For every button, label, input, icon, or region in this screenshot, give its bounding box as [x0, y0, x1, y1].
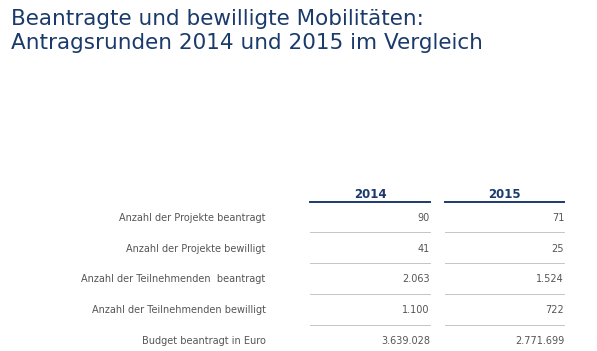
Text: Budget beantragt in Euro: Budget beantragt in Euro — [142, 336, 266, 346]
Text: Anzahl der Projekte bewilligt: Anzahl der Projekte bewilligt — [127, 244, 266, 253]
Text: 3.639.028: 3.639.028 — [381, 336, 430, 346]
Text: 2015: 2015 — [488, 188, 521, 201]
Text: 41: 41 — [417, 244, 430, 253]
Text: 90: 90 — [417, 213, 430, 223]
Text: 2014: 2014 — [354, 188, 386, 201]
Text: Beantragte und bewilligte Mobilitäten:
Antragsrunden 2014 und 2015 im Vergleich: Beantragte und bewilligte Mobilitäten: A… — [11, 9, 482, 53]
Text: 2.063: 2.063 — [402, 274, 430, 284]
Text: 1.524: 1.524 — [537, 274, 564, 284]
Text: Anzahl der Teilnehmenden bewilligt: Anzahl der Teilnehmenden bewilligt — [92, 305, 266, 315]
Text: 25: 25 — [552, 244, 564, 253]
Text: 2.771.699: 2.771.699 — [515, 336, 564, 346]
Text: Anzahl der Teilnehmenden  beantragt: Anzahl der Teilnehmenden beantragt — [81, 274, 266, 284]
Text: 722: 722 — [546, 305, 564, 315]
Text: Anzahl der Projekte beantragt: Anzahl der Projekte beantragt — [119, 213, 266, 223]
Text: 71: 71 — [552, 213, 564, 223]
Text: 1.100: 1.100 — [402, 305, 430, 315]
